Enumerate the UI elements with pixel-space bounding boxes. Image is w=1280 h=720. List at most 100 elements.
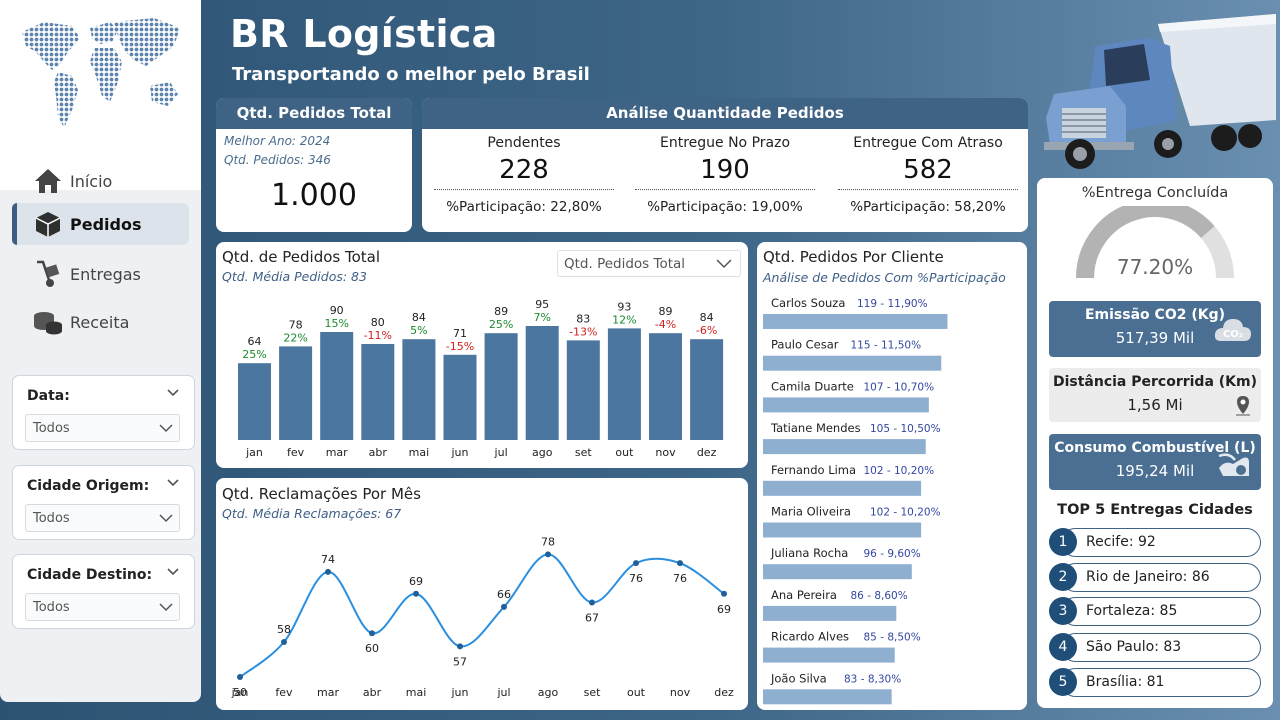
bar [763,689,892,705]
kpi-pendentes: Pendentes 228 %Participação: 22,80% [434,135,614,215]
kpi-entregue-com-atraso: Entregue Com Atraso 582 %Participação: 5… [838,135,1018,215]
kpi-value: 190 [700,155,750,185]
bar-change-label: 5% [410,324,427,337]
divider [434,189,614,190]
point-value-label: 69 [717,603,731,616]
bar [763,647,895,663]
top-city-item: 2 Rio de Janeiro: 86 [1049,563,1261,592]
fuel-pump-icon [1218,453,1249,476]
point-value-label: 60 [365,642,379,655]
nav-inicio[interactable]: Início [12,160,189,202]
bar-value-label: 89 [659,305,673,318]
bar-value-label: 95 [535,298,549,311]
orders-chart-dropdown[interactable]: Qtd. Pedidos Total [557,250,741,277]
filter-label: Cidade Origem: [27,478,150,494]
data-point [721,590,727,597]
point-value-label: 57 [453,655,467,668]
gauge-fill [1076,206,1215,279]
filter-value: Todos [33,600,70,615]
x-tick-label: abr [369,446,388,459]
bar [566,340,600,440]
chevron-down-icon[interactable] [166,386,180,400]
data-point [237,674,243,680]
filter-select[interactable]: Todos [25,593,180,621]
nav-entregas[interactable]: Entregas [12,253,189,295]
chevron-down-icon [159,603,173,612]
kpi-entregue-no-prazo: Entregue No Prazo 190 %Participação: 19,… [635,135,815,215]
point-value-label: 78 [541,535,555,548]
data-point [589,599,595,606]
page-title: BR Logística [230,12,498,56]
bar-value-label: 90 [330,304,344,317]
map-pin-icon [1236,396,1250,416]
clients-chart-subtitle: Análise de Pedidos Com %Participação [763,270,1006,285]
kpi-label: Entregue No Prazo [659,135,791,151]
client-name-label: Fernando Lima [771,463,856,477]
top-city-item: 4 São Paulo: 83 [1049,633,1261,662]
city-text: São Paulo: 83 [1086,639,1182,655]
total-orders-card: Qtd. Pedidos Total Melhor Ano: 2024 Qtd.… [216,98,412,232]
metric-combustivel: Consumo Combustível (L) 195,24 Mil [1049,434,1261,490]
clients-chart-panel: Qtd. Pedidos Por Cliente Análise de Pedi… [757,242,1027,710]
metric-value: 195,24 Mil [1115,462,1195,480]
bar-change-label: 25% [242,348,266,361]
x-tick-label: mai [406,686,427,699]
nav-receita[interactable]: Receita [12,301,189,343]
sidebar: Início Pedidos Entregas Receita Data: To… [0,0,201,702]
top-city-item: 3 Fortaleza: 85 [1049,597,1261,626]
client-value-label: 102 - 10,20% [864,465,935,477]
dropdown-value: Qtd. Pedidos Total [564,256,686,272]
orders-chart-title: Qtd. de Pedidos Total [222,248,381,266]
bar-change-label: 7% [533,311,550,324]
nav-label: Pedidos [70,214,142,234]
bar [320,332,354,440]
client-name-label: João Silva [770,671,827,685]
kpi-pct: %Participação: 19,00% [647,199,803,215]
complaints-chart-title: Qtd. Reclamações Por Mês [222,485,421,503]
x-tick-label: out [615,446,634,459]
completion-gauge [1076,206,1234,279]
x-tick-label: jun [451,446,469,459]
complaints-chart-subtitle: Qtd. Média Reclamações: 67 [222,506,402,521]
x-tick-label: jan [231,686,249,699]
co2-cloud-icon: CO₂ [1214,319,1251,341]
point-value-label: 58 [277,623,291,636]
world-map-icon [22,18,180,128]
city-rank: 1 [1049,528,1077,556]
metric-co2: Emissão CO2 (Kg) 517,39 Mil CO₂ [1049,301,1261,357]
gauge-title: %Entrega Concluída [1081,185,1229,201]
x-tick-label: nov [670,686,691,699]
analysis-title: Análise Quantidade Pedidos [422,98,1028,129]
bar [763,314,948,329]
x-tick-label: jan [245,446,263,459]
x-tick-label: fev [275,686,293,699]
chevron-down-icon[interactable] [166,476,180,490]
client-name-label: Paulo Cesar [771,338,839,352]
filter-select[interactable]: Todos [25,504,180,532]
bar-value-label: 89 [494,305,508,318]
x-tick-label: abr [363,686,382,699]
chevron-down-icon[interactable] [166,565,180,579]
bar-change-label: -6% [696,324,717,337]
bar [690,339,724,440]
x-tick-label: mar [326,446,348,459]
client-value-label: 85 - 8,50% [864,632,921,644]
kpi-pct: %Participação: 22,80% [446,199,602,215]
client-value-label: 105 - 10,50% [870,423,941,435]
client-name-label: Carlos Souza [771,296,845,310]
filter-label: Cidade Destino: [27,567,153,583]
metric-label: Distância Percorrida (Km) [1052,374,1258,390]
x-tick-label: jun [451,686,469,699]
complaints-chart-panel: Qtd. Reclamações Por Mês Qtd. Média Recl… [216,478,748,710]
city-rank: 5 [1049,668,1077,696]
nav-pedidos[interactable]: Pedidos [12,203,189,245]
bar [238,363,271,440]
bar-change-label: 12% [612,313,636,326]
city-rank: 3 [1049,597,1077,625]
client-value-label: 115 - 11,50% [851,340,922,352]
bar [763,355,942,371]
nav-label: Receita [70,312,130,332]
client-value-label: 102 - 10,20% [870,507,941,519]
filter-select[interactable]: Todos [25,414,180,442]
